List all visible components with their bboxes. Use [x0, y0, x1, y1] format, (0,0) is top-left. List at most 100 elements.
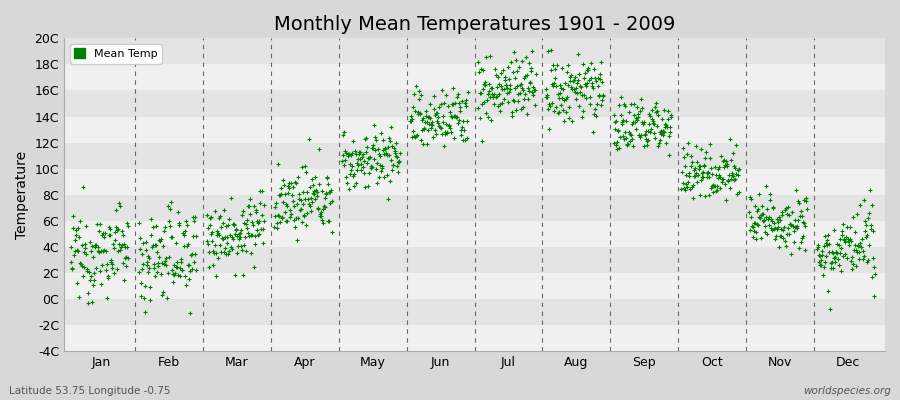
Point	[382, 135, 396, 141]
Point	[581, 76, 596, 83]
Point	[291, 215, 305, 221]
Point	[575, 113, 590, 120]
Point	[213, 213, 228, 220]
Point	[657, 128, 671, 135]
Point	[560, 69, 574, 75]
Point	[167, 270, 182, 276]
Point	[320, 174, 335, 180]
Point	[528, 71, 543, 78]
Point	[138, 308, 152, 315]
Point	[830, 241, 844, 247]
Point	[679, 172, 693, 178]
Point	[225, 233, 239, 240]
Point	[560, 94, 574, 100]
Point	[293, 206, 308, 212]
Point	[79, 266, 94, 272]
Point	[825, 248, 840, 255]
Point	[146, 241, 160, 248]
Point	[697, 169, 711, 175]
Point	[623, 131, 637, 138]
Point	[104, 226, 118, 232]
Point	[67, 252, 81, 258]
Point	[364, 164, 379, 171]
Point	[717, 181, 732, 188]
Point	[177, 228, 192, 234]
Point	[65, 265, 79, 272]
Point	[775, 212, 789, 219]
Point	[361, 183, 375, 189]
Point	[292, 196, 307, 202]
Point	[337, 129, 351, 136]
Point	[432, 123, 446, 129]
Point	[633, 108, 647, 114]
Point	[230, 243, 245, 249]
Point	[783, 221, 797, 228]
Point	[727, 176, 742, 183]
Point	[107, 228, 122, 235]
Point	[184, 310, 198, 316]
Point	[546, 62, 561, 68]
Point	[234, 242, 248, 249]
Point	[785, 208, 799, 215]
Point	[661, 108, 675, 114]
Point	[256, 226, 270, 232]
Point	[745, 234, 760, 240]
Point	[838, 251, 852, 257]
Point	[661, 116, 675, 123]
Point	[101, 274, 115, 281]
Point	[515, 85, 529, 92]
Point	[584, 60, 598, 66]
Point	[320, 175, 334, 182]
Point	[685, 159, 699, 165]
Point	[857, 197, 871, 203]
Point	[795, 235, 809, 241]
Point	[494, 70, 508, 76]
Point	[110, 266, 124, 272]
Point	[503, 86, 517, 93]
Point	[415, 126, 429, 133]
Point	[540, 94, 554, 100]
Point	[213, 249, 228, 256]
Point	[140, 253, 155, 259]
Point	[851, 242, 866, 248]
Point	[490, 92, 504, 99]
Point	[207, 208, 221, 214]
Point	[180, 222, 194, 228]
Point	[152, 237, 166, 244]
Point	[778, 243, 793, 249]
Point	[353, 149, 367, 155]
Point	[457, 127, 472, 133]
Point	[651, 112, 665, 118]
Point	[778, 238, 792, 244]
Point	[788, 187, 803, 193]
Point	[842, 242, 856, 249]
Point	[748, 202, 762, 209]
Point	[184, 265, 199, 272]
Point	[761, 214, 776, 220]
Point	[151, 260, 166, 266]
Point	[412, 88, 427, 94]
Point	[511, 98, 526, 104]
Point	[223, 195, 238, 202]
Point	[757, 216, 771, 223]
Point	[707, 183, 722, 190]
Point	[573, 83, 588, 90]
Point	[498, 74, 512, 80]
Point	[578, 81, 592, 88]
Point	[282, 180, 296, 186]
Point	[543, 126, 557, 132]
Point	[170, 272, 184, 278]
Point	[826, 250, 841, 256]
Point	[290, 201, 304, 208]
Point	[823, 306, 837, 312]
Point	[245, 219, 259, 225]
Point	[358, 136, 373, 142]
Point	[165, 267, 179, 273]
Point	[755, 218, 770, 224]
Point	[175, 266, 189, 273]
Point	[709, 188, 724, 194]
Point	[519, 72, 534, 78]
Point	[477, 99, 491, 105]
Point	[319, 191, 333, 197]
Point	[744, 214, 759, 220]
